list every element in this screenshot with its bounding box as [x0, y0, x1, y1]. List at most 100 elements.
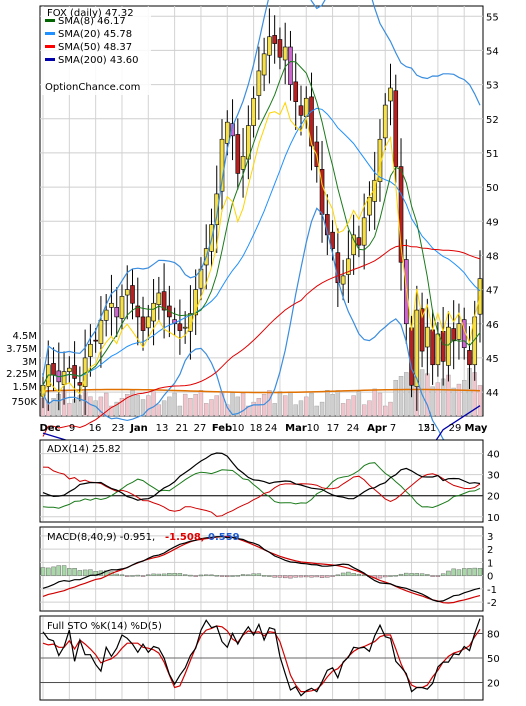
x-tick-label: 15 [418, 423, 431, 434]
macd-histogram-bar [182, 574, 188, 576]
candle-body [298, 105, 304, 116]
candle-body [282, 46, 288, 61]
candle-body [72, 365, 77, 379]
chart-legend: FOX (daily) 47.32 SMA(8) 46.17 SMA(20) 45… [41, 7, 151, 95]
candle-body [414, 309, 420, 387]
volume-tick-label: 1.5M [12, 382, 37, 393]
legend-label: SMA(200) 43.60 [58, 55, 139, 66]
macd-histogram-bar [404, 572, 409, 576]
macd-histogram-bar [198, 574, 204, 577]
macd-histogram-bar [398, 573, 404, 576]
candle-body [293, 81, 299, 102]
macd-histogram-bar [77, 570, 83, 576]
volume-bar [256, 398, 262, 417]
volume-bar [140, 399, 146, 417]
stochastic-panel: 20 50 80 Full STO %K(14) %D(5) [39, 615, 500, 701]
candle-body [51, 363, 56, 376]
volume-average-line [42, 388, 481, 394]
panel-tick-label: 3 [487, 532, 493, 543]
macd-histogram-bar [304, 575, 309, 578]
sto-title: Full STO %K(14) %D(5) [47, 621, 162, 632]
macd-histogram-bar [414, 573, 420, 576]
x-tick-label: 10 [307, 423, 320, 434]
plus-di-line [42, 462, 481, 509]
macd-histogram-bar [393, 575, 398, 577]
volume-bar [167, 396, 172, 417]
panel-tick-label: 20 [487, 492, 500, 503]
macd-histogram-bar [56, 565, 61, 576]
candle-body [240, 156, 246, 170]
adx-title: ADX(14) 25.82 [47, 444, 121, 455]
macd-histogram-bar [140, 575, 146, 577]
macd-histogram-bar [225, 575, 230, 578]
macd-histogram-bar [193, 575, 198, 577]
volume-bar [204, 403, 209, 417]
candle-body [272, 35, 277, 44]
candle-body [88, 343, 93, 357]
bollinger-lower-band [42, 207, 481, 479]
macd-histogram-bar [40, 567, 46, 576]
minus-di-line [42, 466, 481, 517]
x-tick-label: 9 [69, 423, 75, 434]
candle-body [214, 193, 220, 225]
macd-histogram-bar [67, 568, 72, 576]
volume-bar [135, 395, 140, 417]
macd-histogram-bar [172, 573, 177, 576]
volume-bar [430, 386, 435, 417]
candle-body [456, 323, 462, 340]
volume-bar [293, 404, 298, 417]
candle-body [140, 316, 146, 331]
macd-histogram-bar [261, 575, 267, 577]
candle-body [351, 234, 356, 256]
macd-histogram-bar [430, 575, 435, 577]
x-tick-label: May [465, 423, 488, 434]
volume-tick-label: 750K [11, 397, 37, 408]
candle-body [440, 330, 446, 362]
candle-body [193, 289, 198, 316]
macd-histogram-bar [230, 575, 235, 577]
macd-histogram-bar [156, 573, 162, 576]
volume-bar [398, 376, 404, 417]
macd-histogram-bar [293, 575, 298, 578]
price-tick-label: 50 [486, 183, 499, 194]
sma50-line [42, 244, 481, 437]
volume-bar [298, 400, 304, 417]
legend-swatch [45, 58, 55, 61]
volume-bar [361, 404, 367, 417]
x-tick-label: 7 [390, 423, 396, 434]
macd-histogram-bar [46, 567, 51, 576]
macd-histogram-bar [282, 575, 288, 579]
volume-bar [88, 396, 93, 417]
volume-bar [314, 405, 319, 417]
macd-line [42, 536, 481, 603]
price-tick-label: 55 [486, 12, 499, 23]
candle-body [114, 307, 120, 318]
volume-bar [346, 399, 351, 417]
legend-swatch [45, 45, 55, 48]
price-panel: 44 45 46 47 48 49 50 51 52 53 54 55 4.5M 3.75M 3M2.25… [6, 0, 499, 523]
price-tick-label: 45 [486, 354, 499, 365]
volume-bar [214, 395, 219, 417]
macd-histogram-bar [325, 575, 330, 578]
price-tick-label: 51 [486, 149, 499, 160]
candle-body [288, 46, 293, 85]
macd-histogram-bar [330, 575, 335, 577]
macd-histogram-bar [425, 574, 430, 576]
candle-body [393, 90, 399, 167]
macd-histogram-bar [351, 573, 356, 576]
macd-histogram-bar [214, 575, 219, 577]
volume-bar [125, 394, 130, 417]
x-tick-label: 21 [424, 423, 437, 434]
candle-body [409, 327, 414, 386]
volume-bar [393, 380, 398, 417]
macd-histogram-bar [356, 574, 362, 576]
bollinger-upper-band [42, 0, 481, 377]
candle-body [103, 309, 109, 321]
x-tick-label: Feb [212, 423, 232, 434]
candle-body [146, 316, 151, 329]
candle-body [251, 97, 256, 126]
volume-tick-label: 3.75M [6, 344, 37, 355]
x-tick-label: 27 [194, 423, 207, 434]
macd-histogram-bar [298, 575, 304, 578]
